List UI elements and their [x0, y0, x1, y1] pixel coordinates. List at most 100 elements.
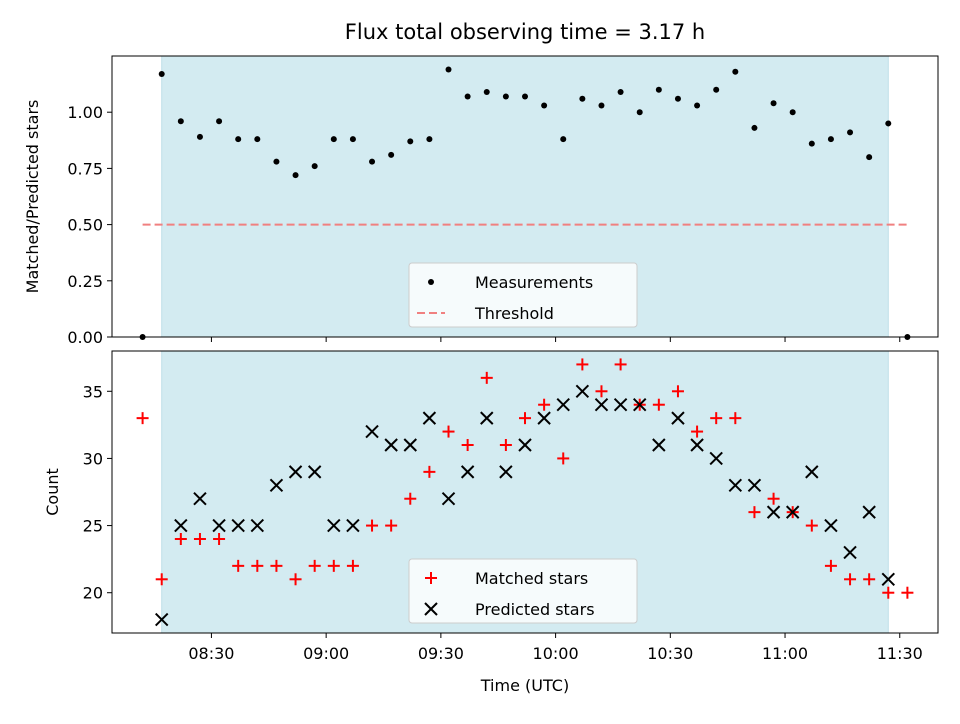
matched-star-point — [480, 371, 493, 384]
matched-star-point — [882, 586, 895, 599]
y-axis-label: Matched/Predicted stars — [23, 100, 42, 294]
panel-2: 20 25 30 35 08:30 09:00 09:30 10:00 10:30 11:00 11… — [43, 350, 939, 695]
legend-entry: Threshold — [417, 304, 554, 323]
measurement-point — [617, 88, 624, 95]
measurement-point — [827, 136, 834, 143]
measurement-point — [560, 136, 567, 143]
matched-star-point — [499, 439, 512, 451]
legend-label: Threshold — [474, 304, 554, 323]
legend-marker — [424, 602, 438, 616]
matched-star-point — [710, 412, 723, 425]
series-matched-stars — [136, 358, 914, 599]
measurement-point — [445, 66, 452, 73]
measurement-point — [866, 154, 873, 161]
matched-star-point — [155, 573, 168, 586]
matched-star-point — [385, 519, 398, 532]
measurement-point — [789, 109, 796, 116]
measurement-point — [674, 95, 681, 102]
matched-star-point — [901, 586, 914, 599]
legend: Matched stars Predicted stars — [408, 558, 638, 624]
matched-star-point — [404, 492, 417, 505]
matched-star-point — [652, 398, 665, 411]
y-tick-label: 0.50 — [67, 216, 103, 235]
predicted-star-point — [862, 505, 876, 519]
predicted-star-point — [212, 518, 226, 533]
legend-label: Predicted stars — [475, 600, 595, 619]
y-axis-label: Count — [43, 468, 62, 516]
predicted-star-point — [384, 438, 398, 452]
measurement-point — [579, 95, 586, 102]
predicted-star-point — [747, 478, 762, 492]
x-tick-label: 08:30 — [188, 644, 234, 663]
matched-star-point — [308, 559, 321, 572]
matched-star-point — [671, 385, 684, 398]
legend-label: Matched stars — [475, 569, 588, 588]
matched-star-point — [174, 533, 187, 545]
predicted-star-point — [843, 545, 857, 560]
measurement-point — [655, 86, 662, 93]
legend-marker — [428, 279, 434, 285]
measurement-point — [770, 100, 777, 107]
predicted-star-point — [575, 384, 590, 398]
matched-star-point — [289, 573, 302, 586]
measurement-point — [196, 133, 203, 140]
measurement-point — [636, 109, 643, 116]
matched-star-point — [557, 452, 570, 465]
measurement-point — [483, 88, 490, 95]
predicted-star-point — [518, 438, 532, 452]
predicted-star-point — [288, 465, 303, 479]
measurement-point — [522, 93, 528, 100]
predicted-star-point — [327, 518, 341, 533]
predicted-star-point — [480, 411, 494, 425]
matched-star-point — [366, 519, 379, 532]
measurement-point — [388, 151, 395, 158]
predicted-star-point — [824, 518, 838, 533]
x-tick-label: 11:00 — [762, 644, 808, 663]
predicted-star-point — [613, 398, 628, 412]
predicted-star-point — [652, 438, 666, 452]
legend-entry: Matched stars — [425, 569, 588, 588]
matched-star-point — [346, 559, 359, 572]
y-tick-label: 0.25 — [67, 272, 103, 291]
matched-star-point — [213, 533, 226, 545]
x-tick-label: 10:00 — [533, 644, 579, 663]
matched-star-point — [519, 412, 531, 425]
measurement-point — [235, 136, 242, 143]
measurement-point — [464, 93, 471, 100]
series-predicted-stars — [155, 384, 895, 627]
measurement-point — [407, 138, 414, 145]
matched-star-point — [844, 573, 857, 586]
y-tick-label: 0.00 — [67, 328, 103, 347]
measurement-point — [254, 136, 261, 143]
x-tick-label: 10:30 — [647, 644, 693, 663]
predicted-star-point — [250, 518, 265, 533]
matched-star-point — [270, 559, 283, 572]
matched-star-point — [136, 412, 149, 425]
y-tick-label: 20 — [83, 584, 103, 603]
measurement-point — [541, 102, 548, 109]
predicted-star-point — [690, 438, 704, 452]
measurement-point — [426, 136, 433, 143]
measurement-point — [847, 129, 854, 136]
predicted-star-point — [422, 411, 437, 425]
predicted-star-point — [174, 518, 188, 533]
measurement-point — [349, 136, 356, 143]
predicted-star-point — [231, 518, 245, 533]
legend-entry: Measurements — [428, 273, 593, 292]
legend-marker — [425, 572, 437, 584]
measurement-point — [502, 93, 509, 100]
matched-star-point — [748, 506, 761, 519]
measurement-point — [292, 172, 299, 179]
matched-star-point — [805, 519, 818, 532]
chart-title: Flux total observing time = 3.17 h — [344, 20, 706, 44]
predicted-star-point — [556, 398, 570, 412]
matched-star-point — [327, 559, 340, 572]
measurement-point — [216, 118, 223, 125]
legend-label: Measurements — [475, 273, 593, 292]
measurement-point — [311, 163, 318, 170]
matched-star-point — [576, 358, 589, 371]
predicted-star-point — [155, 612, 169, 627]
axes-frame — [111, 55, 939, 338]
